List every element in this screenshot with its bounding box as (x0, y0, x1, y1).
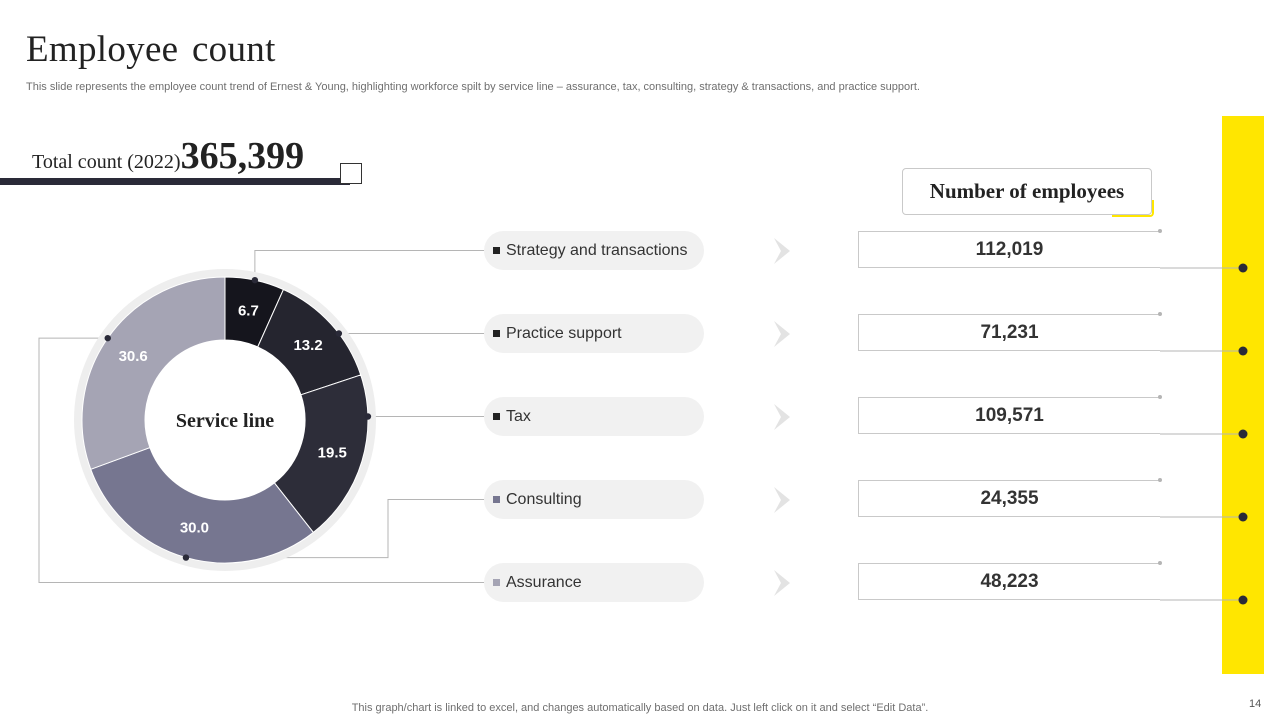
employee-count-value: 24,355 (858, 480, 1160, 517)
slice-connector-line (254, 250, 484, 281)
service-line-name: Practice support (506, 324, 622, 342)
total-count-label: Total count (2022) (32, 151, 181, 173)
footer-note: This graph/chart is linked to excel, and… (351, 702, 929, 714)
legend-square-icon (493, 413, 500, 420)
connector-dot (182, 554, 190, 561)
employee-count-value: 48,223 (858, 563, 1160, 600)
number-of-employees-header: Number of employees (902, 168, 1152, 215)
donut-center-label: Service line (176, 410, 274, 432)
chevron-right-icon (774, 404, 790, 430)
connector-dot (251, 276, 259, 284)
slice-value-label: 13.2 (293, 337, 322, 354)
service-line-name: Assurance (506, 573, 582, 591)
service-line-label: Assurance (484, 563, 704, 602)
slice-value-label: 19.5 (318, 444, 347, 461)
chart-slice-labels: 6.7 13.2 19.5 30.0 30.6 (104, 276, 372, 561)
chevron-right-icon (774, 321, 790, 347)
chevron-right-icon (774, 570, 790, 596)
chevron-right-icon (774, 238, 790, 264)
yellow-accent-bar (1222, 116, 1264, 674)
chart-connectors (38, 250, 484, 583)
slice-connector-line (38, 337, 484, 583)
service-line-name: Strategy and transactions (506, 241, 688, 259)
header-accent (1112, 200, 1154, 217)
slice-value-label: 30.6 (119, 348, 148, 365)
slice-value-label: 30.0 (180, 520, 209, 537)
total-count-square-icon (340, 163, 362, 184)
legend-square-icon (493, 579, 500, 586)
total-count-value: 365,399 (180, 135, 305, 177)
service-line-label: Practice support (484, 314, 704, 353)
employee-count-value: 71,231 (858, 314, 1160, 351)
connector-dot (364, 413, 372, 420)
connector-dot (104, 334, 111, 342)
employee-count-value: 109,571 (858, 397, 1160, 434)
legend-square-icon (493, 496, 500, 503)
legend-square-icon (493, 247, 500, 254)
total-count-underline (0, 178, 350, 185)
donut-hole (145, 340, 305, 500)
service-line-label: Consulting (484, 480, 704, 519)
slide-subtitle: This slide represents the employee count… (26, 81, 920, 93)
chevron-right-icon (774, 487, 790, 513)
employee-count-value: 112,019 (858, 231, 1160, 268)
total-count: Total count (2022)365,399 (32, 134, 304, 178)
service-line-name: Consulting (506, 490, 582, 508)
connector-dot (335, 330, 343, 337)
slide-title: Employee count (26, 29, 276, 70)
slice-value-label: 6.7 (238, 302, 259, 319)
page-number: 14 (1249, 698, 1262, 710)
service-line-label: Tax (484, 397, 704, 436)
service-line-name: Tax (506, 407, 531, 425)
legend-square-icon (493, 330, 500, 337)
service-line-label: Strategy and transactions (484, 231, 704, 270)
